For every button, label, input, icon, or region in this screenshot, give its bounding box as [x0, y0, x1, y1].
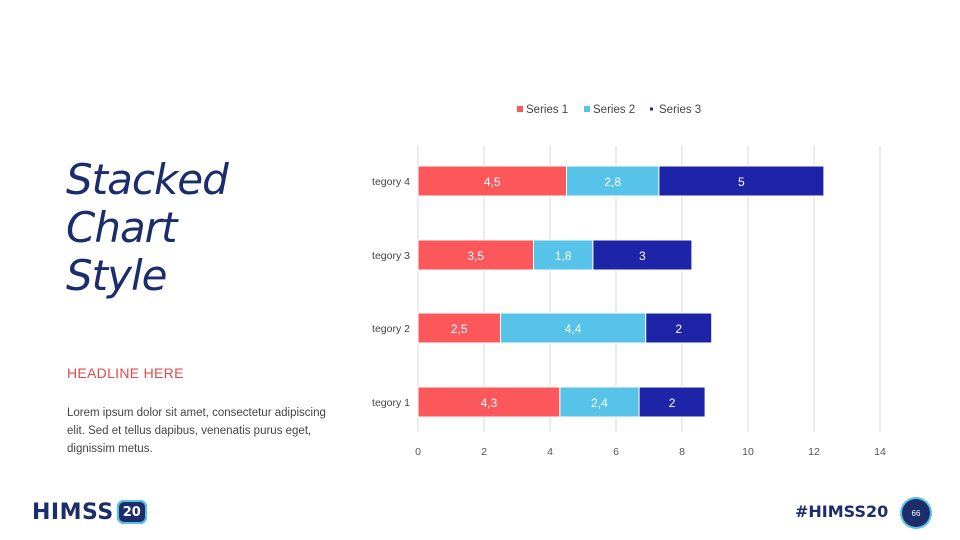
logo-badge: 20 — [116, 500, 147, 524]
x-tick-label: 10 — [742, 446, 754, 458]
legend-swatch — [584, 106, 590, 112]
legend-label: Series 2 — [593, 104, 635, 116]
title-line-2: Chart — [66, 203, 177, 252]
page-number: 66 — [902, 499, 930, 527]
slide-title: Stacked Chart Style — [66, 156, 286, 300]
bar-segment — [417, 386, 561, 418]
title-line-3: Style — [66, 251, 168, 300]
bar-segment — [638, 386, 706, 418]
category-label: tegory 2 — [372, 323, 410, 335]
x-tick-label: 0 — [415, 446, 421, 458]
legend-label: Series 1 — [526, 104, 568, 116]
body-text: Lorem ipsum dolor sit amet, consectetur … — [67, 407, 326, 455]
x-tick-label: 6 — [613, 446, 619, 458]
hashtag: #HIMSS20 — [795, 502, 889, 521]
data-label: 3,5 — [467, 249, 484, 263]
data-label: 4,4 — [565, 322, 582, 336]
bar-segment — [500, 312, 647, 344]
category-label: tegory 4 — [372, 176, 410, 188]
x-tick-label: 2 — [481, 446, 487, 458]
data-label: 2,4 — [591, 396, 608, 410]
data-label: 2 — [669, 396, 676, 410]
legend-swatch — [517, 106, 523, 112]
data-label: 2,8 — [604, 175, 621, 189]
bar-segment — [417, 165, 567, 197]
data-label: 2,5 — [451, 322, 468, 336]
bar-segment — [559, 386, 640, 418]
bar-segment — [417, 239, 534, 271]
bar-segment — [566, 165, 660, 197]
title-line-1: Stacked — [66, 155, 229, 204]
x-tick-label: 14 — [874, 446, 886, 458]
logo-text: HIMSS — [32, 499, 114, 525]
category-label: tegory 3 — [372, 250, 410, 262]
data-label: 4,5 — [484, 175, 501, 189]
legend-label: Series 3 — [659, 104, 701, 116]
bar-segment — [417, 312, 501, 344]
data-label: 4,3 — [481, 396, 498, 410]
headline: HEADLINE HERE — [67, 365, 184, 381]
data-label: 5 — [738, 175, 745, 189]
bar-segment — [645, 312, 713, 344]
bar-segment — [658, 165, 825, 197]
x-tick-label: 4 — [547, 446, 553, 458]
data-label: 2 — [675, 322, 682, 336]
data-label: 1,8 — [555, 249, 572, 263]
bar-segment — [592, 239, 693, 271]
data-label: 3 — [639, 249, 646, 263]
x-tick-label: 12 — [808, 446, 820, 458]
himss-logo: HIMSS 20 — [32, 498, 147, 526]
x-tick-label: 8 — [679, 446, 685, 458]
category-label: tegory 1 — [372, 397, 410, 409]
legend-swatch — [650, 107, 653, 111]
